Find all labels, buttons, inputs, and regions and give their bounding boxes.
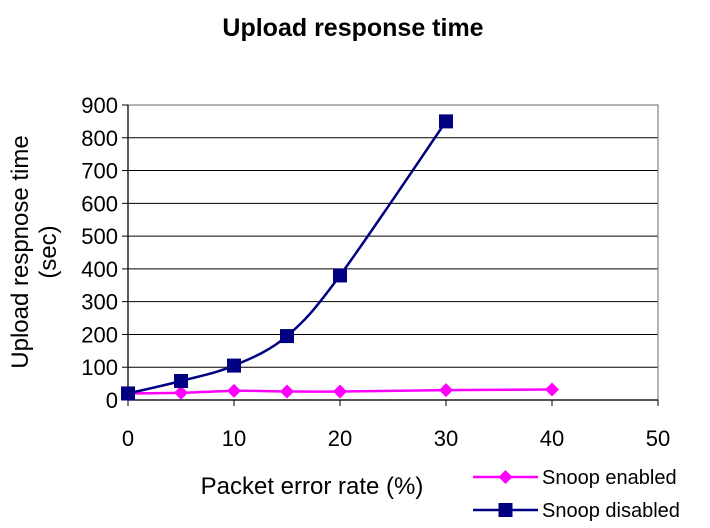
y-tick-label-0: 0 xyxy=(106,388,118,413)
x-tick-label-30: 30 xyxy=(434,426,458,451)
x-tick-label-10: 10 xyxy=(222,426,246,451)
legend-marker-snoop-enabled xyxy=(498,470,513,484)
plot-area xyxy=(127,104,659,401)
chart-title: Upload response time xyxy=(222,14,483,42)
y-tick-label-800: 800 xyxy=(81,126,118,151)
legend: Snoop enabled Snoop disabled xyxy=(473,467,680,522)
legend-label-snoop-enabled: Snoop enabled xyxy=(542,467,677,489)
data-point-snoop-enabled-5 xyxy=(174,385,188,400)
x-tick-label-50: 50 xyxy=(646,426,670,451)
y-tick-label-200: 200 xyxy=(81,322,118,347)
grid-lines xyxy=(128,137,658,368)
legend-label-snoop-disabled: Snoop disabled xyxy=(542,500,680,522)
data-point-snoop-disabled-20 xyxy=(333,268,347,283)
data-point-snoop-enabled-40 xyxy=(545,382,559,397)
data-point-snoop-enabled-30 xyxy=(439,383,453,398)
series-line-snoop-disabled xyxy=(127,120,448,395)
data-point-snoop-disabled-0 xyxy=(121,386,135,401)
y-tick-label-300: 300 xyxy=(81,290,118,315)
x-tick-label-40: 40 xyxy=(540,426,564,451)
legend-marker-snoop-disabled xyxy=(498,503,513,517)
axes: 0 100 200 300 400 500 600 700 800 900 0 10 20 30 40 50 xyxy=(81,93,670,451)
data-point-snoop-enabled-20 xyxy=(333,384,347,399)
series-snoop-enabled xyxy=(121,382,559,401)
data-point-snoop-enabled-15 xyxy=(280,384,294,399)
series-layer xyxy=(121,114,559,401)
y-tick-label-600: 600 xyxy=(81,191,118,216)
y-axis-label-line-2: (sec) xyxy=(35,225,62,278)
y-axis-label-line-1: Upload respnose time xyxy=(7,135,34,368)
y-tick-label-500: 500 xyxy=(81,224,118,249)
legend-item-snoop-enabled: Snoop enabled xyxy=(473,467,677,489)
data-point-snoop-enabled-10 xyxy=(227,383,241,398)
data-point-snoop-disabled-10 xyxy=(227,358,241,373)
x-axis-label: Packet error rate (%) xyxy=(201,473,424,500)
data-point-snoop-disabled-15 xyxy=(280,329,294,344)
legend-item-snoop-disabled: Snoop disabled xyxy=(473,500,680,522)
y-axis-label: Upload respnose time (sec) xyxy=(7,135,62,368)
series-snoop-disabled xyxy=(121,114,453,401)
y-tick-label-400: 400 xyxy=(81,257,118,282)
y-tick-label-100: 100 xyxy=(81,355,118,380)
x-tick-label-20: 20 xyxy=(328,426,352,451)
x-tick-label-0: 0 xyxy=(122,426,134,451)
y-tick-label-900: 900 xyxy=(81,93,118,118)
y-tick-label-700: 700 xyxy=(81,159,118,184)
data-point-snoop-disabled-5 xyxy=(174,373,188,388)
data-point-snoop-disabled-30 xyxy=(439,114,453,129)
